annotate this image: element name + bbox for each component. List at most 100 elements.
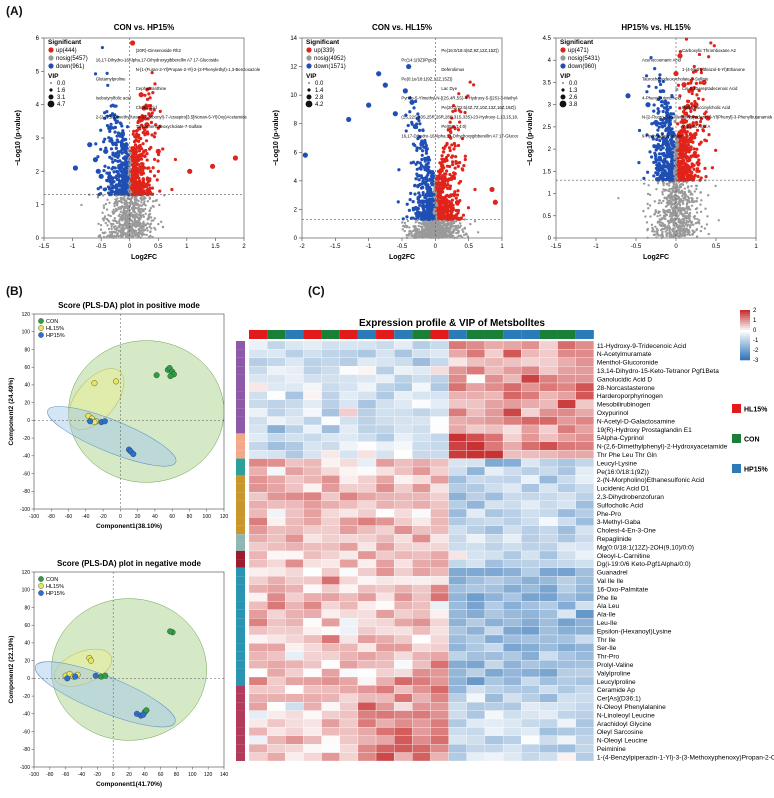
background-point — [701, 129, 706, 133]
background-point — [431, 174, 436, 178]
background-point — [672, 236, 675, 239]
heatmap-cell — [539, 433, 558, 442]
heatmap-cell — [303, 475, 322, 484]
x-tick-label: 100 — [188, 772, 197, 778]
chart-title: Score (PLS-DA) plot in negative mode — [57, 559, 202, 568]
y-tick-label: 120 — [22, 570, 31, 576]
heatmap-cell — [267, 466, 286, 476]
background-point — [668, 208, 672, 212]
background-point — [425, 162, 429, 167]
background-point — [123, 232, 127, 235]
background-point — [648, 204, 652, 207]
background-point — [670, 194, 673, 198]
background-point — [110, 227, 113, 230]
background-point — [459, 234, 462, 237]
background-point — [689, 109, 693, 113]
legend-vip-label: 2.8 — [315, 95, 324, 101]
column-group-cell — [303, 330, 322, 339]
background-point — [676, 172, 680, 176]
background-point — [676, 205, 679, 209]
background-point — [150, 227, 153, 230]
y-tick-label: 4 — [36, 103, 40, 109]
row-cluster-cell — [236, 635, 245, 644]
heatmap-cell — [430, 382, 449, 392]
row-cluster-cell — [236, 693, 245, 703]
background-point — [663, 124, 667, 128]
background-point — [142, 202, 146, 205]
background-point — [672, 195, 675, 198]
background-point — [144, 148, 148, 153]
background-point — [463, 233, 466, 237]
background-point — [650, 223, 654, 227]
background-point — [430, 229, 434, 232]
background-point — [437, 225, 441, 229]
background-point — [694, 115, 698, 120]
column-group-cell — [357, 330, 377, 339]
background-point — [425, 232, 428, 235]
background-point — [107, 171, 112, 175]
background-point — [151, 166, 155, 170]
background-point — [695, 235, 699, 238]
background-point — [128, 151, 132, 156]
background-point — [441, 198, 445, 203]
background-point — [679, 229, 682, 232]
column-group-cell — [321, 330, 340, 339]
background-point — [698, 81, 702, 85]
x-tick-label: -0.5 — [96, 244, 107, 250]
background-point — [443, 175, 447, 180]
legend-marker-up — [560, 47, 566, 53]
background-point — [126, 227, 129, 230]
background-point — [414, 99, 418, 103]
heatmap-cell — [394, 382, 413, 392]
background-point — [158, 109, 162, 114]
background-point — [139, 123, 144, 127]
heatmap-cell — [430, 450, 449, 459]
background-point — [135, 159, 139, 163]
heatmap-cell — [375, 416, 395, 426]
background-point — [692, 64, 696, 69]
legend-vip-label: 1.4 — [315, 88, 324, 94]
point-annotation: Cholic acid — [136, 105, 158, 110]
heatmap-cell — [394, 366, 413, 375]
background-point — [444, 236, 448, 239]
background-point — [683, 190, 687, 194]
legend-label-down: down(960) — [568, 64, 596, 70]
background-point — [425, 222, 428, 226]
background-point — [443, 207, 447, 211]
heatmap-cell — [321, 450, 340, 459]
background-point — [134, 138, 138, 142]
background-point — [450, 143, 454, 147]
legend-label: CON — [46, 319, 58, 325]
background-point — [109, 192, 113, 197]
background-point — [133, 210, 137, 214]
background-point — [454, 155, 458, 159]
heatmap-cell — [557, 399, 576, 409]
score-point — [102, 672, 109, 679]
background-point — [653, 233, 656, 237]
background-point — [681, 201, 685, 205]
significant-point — [665, 113, 671, 119]
background-point — [668, 215, 672, 218]
background-point — [121, 129, 125, 133]
heatmap-cell — [575, 408, 595, 417]
background-point — [420, 153, 424, 157]
row-cluster-cell — [236, 383, 245, 392]
row-cluster-cell — [236, 593, 245, 602]
background-point — [707, 232, 710, 236]
background-point — [137, 210, 140, 213]
y-tick-label: 120 — [22, 312, 31, 318]
background-point — [99, 128, 103, 132]
heatmap-cell — [539, 424, 558, 434]
heatmap-cell — [375, 382, 395, 392]
heatmap-cell — [375, 357, 395, 367]
background-point — [110, 234, 114, 238]
heatmap-cell — [303, 458, 322, 468]
x-tick-label: 0 — [434, 244, 438, 250]
background-point — [699, 229, 703, 233]
background-point — [134, 184, 138, 188]
heatmap-cell — [339, 391, 359, 400]
background-point — [147, 214, 150, 218]
x-tick-label: -1 — [366, 244, 372, 250]
heatmap-cell — [339, 349, 359, 358]
y-tick-label: -20 — [23, 436, 30, 442]
